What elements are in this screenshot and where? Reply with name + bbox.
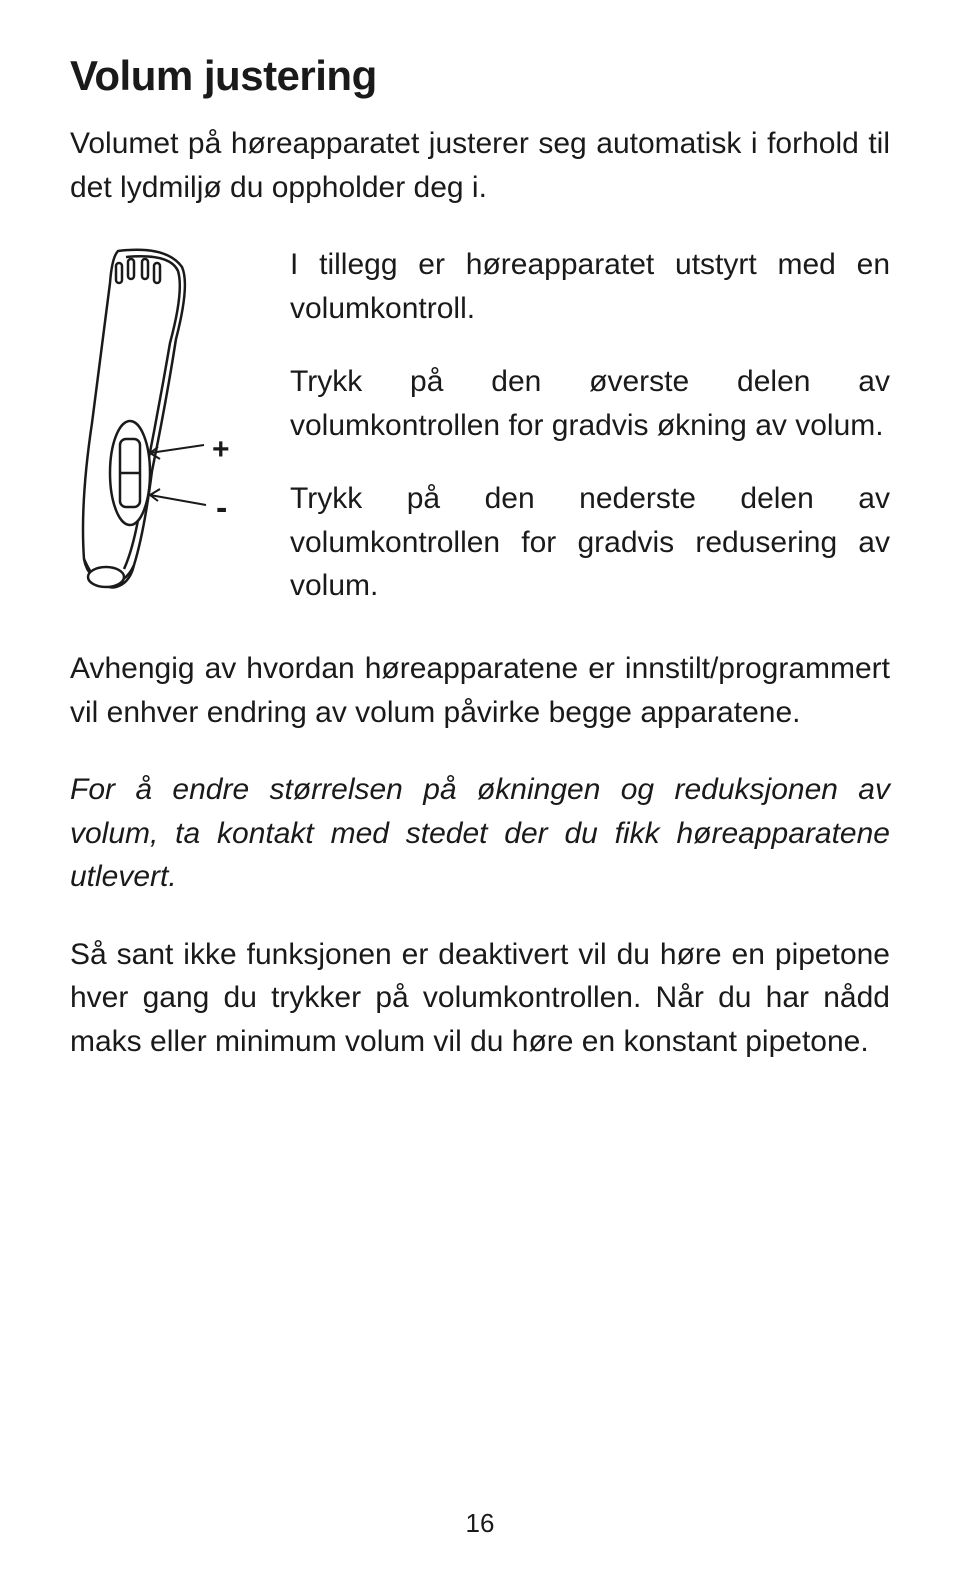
body-paragraph-3: Så sant ikke funksjonen er deaktivert vi… — [70, 933, 890, 1064]
device-paragraph-3: Trykk på den nederste delen av volumkont… — [290, 477, 890, 608]
page-number: 16 — [0, 1508, 960, 1539]
body-paragraph-1: Avhengig av hvordan høreapparatene er in… — [70, 647, 890, 734]
volume-minus-label: - — [216, 489, 227, 528]
device-text-column: I tillegg er høreapparatet utstyrt med e… — [290, 243, 890, 608]
page-title: Volum justering — [70, 52, 890, 100]
volume-plus-label: + — [212, 433, 230, 467]
device-paragraph-2: Trykk på den øverste delen av volumkontr… — [290, 360, 890, 447]
hearing-aid-icon — [70, 243, 270, 613]
device-paragraph-1: I tillegg er høreapparatet utstyrt med e… — [290, 243, 890, 330]
intro-paragraph: Volumet på høreapparatet justerer seg au… — [70, 122, 890, 209]
device-section: + - I tillegg er høreapparatet utstyrt m… — [70, 243, 890, 613]
hearing-aid-diagram: + - — [70, 243, 270, 613]
body-paragraph-2: For å endre størrelsen på økningen og re… — [70, 768, 890, 899]
